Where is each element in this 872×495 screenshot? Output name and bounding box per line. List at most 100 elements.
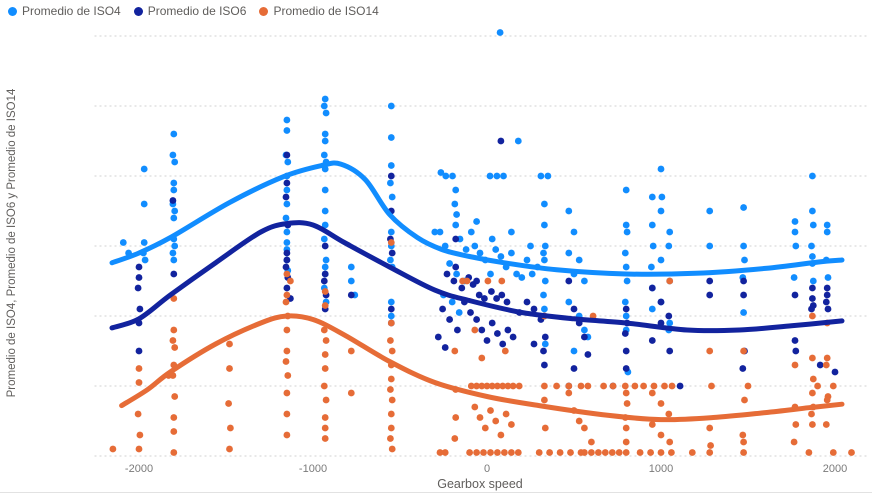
scatter-point[interactable] — [501, 449, 508, 456]
scatter-point[interactable] — [791, 228, 799, 236]
scatter-point[interactable] — [530, 340, 538, 348]
scatter-point[interactable] — [622, 449, 630, 456]
scatter-point[interactable] — [283, 151, 291, 159]
scatter-point[interactable] — [508, 249, 515, 257]
scatter-point[interactable] — [809, 421, 816, 428]
scatter-point[interactable] — [824, 305, 832, 313]
scatter-point[interactable] — [622, 365, 630, 372]
scatter-point[interactable] — [621, 382, 629, 390]
scatter-point[interactable] — [226, 365, 233, 372]
scatter-point[interactable] — [321, 263, 329, 271]
scatter-point[interactable] — [473, 449, 480, 456]
scatter-point[interactable] — [744, 382, 752, 390]
scatter-point[interactable] — [320, 277, 328, 285]
scatter-point[interactable] — [387, 410, 395, 418]
scatter-point[interactable] — [791, 218, 799, 225]
scatter-point[interactable] — [450, 277, 458, 285]
scatter-point[interactable] — [476, 414, 484, 421]
scatter-point[interactable] — [565, 382, 573, 390]
scatter-point[interactable] — [467, 382, 475, 390]
scatter-point[interactable] — [487, 449, 494, 456]
scatter-point[interactable] — [475, 291, 483, 299]
scatter-point[interactable] — [321, 365, 329, 372]
scatter-point[interactable] — [487, 407, 494, 414]
scatter-point[interactable] — [498, 277, 506, 285]
scatter-point[interactable] — [676, 382, 684, 390]
scatter-point[interactable] — [387, 239, 395, 246]
scatter-point[interactable] — [609, 382, 617, 390]
scatter-point[interactable] — [458, 284, 466, 292]
scatter-point[interactable] — [283, 347, 291, 355]
scatter-point[interactable] — [809, 284, 816, 292]
scatter-point[interactable] — [170, 130, 178, 138]
scatter-point[interactable] — [169, 337, 177, 344]
scatter-point[interactable] — [443, 270, 451, 278]
scatter-point[interactable] — [171, 207, 179, 215]
scatter-point[interactable] — [109, 445, 117, 453]
scatter-point[interactable] — [387, 162, 395, 169]
scatter-point[interactable] — [706, 291, 714, 299]
scatter-point[interactable] — [488, 382, 496, 390]
scatter-point[interactable] — [347, 291, 355, 299]
scatter-point[interactable] — [283, 270, 291, 278]
scatter-point[interactable] — [282, 214, 290, 222]
scatter-point[interactable] — [706, 207, 714, 215]
scatter-point[interactable] — [480, 449, 487, 456]
scatter-point[interactable] — [546, 449, 553, 456]
scatter-point[interactable] — [225, 400, 233, 407]
scatter-point[interactable] — [437, 169, 445, 176]
scatter-point[interactable] — [282, 358, 290, 365]
scatter-point[interactable] — [387, 134, 395, 141]
scatter-point[interactable] — [540, 249, 547, 257]
scatter-point[interactable] — [503, 298, 511, 306]
scatter-point[interactable] — [283, 431, 291, 439]
scatter-point[interactable] — [494, 382, 501, 390]
scatter-point[interactable] — [581, 326, 588, 334]
scatter-point[interactable] — [134, 284, 142, 292]
scatter-point[interactable] — [814, 382, 821, 390]
scatter-point[interactable] — [446, 316, 453, 323]
scatter-point[interactable] — [640, 382, 647, 390]
scatter-point[interactable] — [575, 256, 583, 264]
scatter-point[interactable] — [622, 389, 630, 397]
scatter-point[interactable] — [581, 333, 588, 341]
scatter-point[interactable] — [541, 333, 549, 341]
scatter-point[interactable] — [541, 396, 548, 404]
scatter-point[interactable] — [791, 337, 799, 344]
scatter-point[interactable] — [170, 428, 178, 435]
scatter-point[interactable] — [321, 414, 329, 421]
scatter-point[interactable] — [541, 256, 548, 264]
scatter-point[interactable] — [347, 347, 355, 355]
scatter-point[interactable] — [648, 305, 656, 313]
scatter-point[interactable] — [822, 421, 830, 428]
scatter-point[interactable] — [541, 424, 549, 432]
scatter-point[interactable] — [577, 382, 585, 390]
scatter-point[interactable] — [514, 449, 522, 456]
scatter-point[interactable] — [488, 235, 496, 243]
scatter-point[interactable] — [741, 396, 748, 404]
scatter-point[interactable] — [283, 249, 291, 257]
scatter-point[interactable] — [140, 239, 148, 246]
scatter-point[interactable] — [322, 109, 330, 117]
scatter-point[interactable] — [484, 277, 492, 285]
scatter-point[interactable] — [478, 326, 486, 334]
scatter-point[interactable] — [171, 393, 179, 400]
series-points-3[interactable] — [109, 239, 855, 456]
scatter-point[interactable] — [648, 421, 656, 428]
scatter-point[interactable] — [140, 200, 148, 208]
scatter-point[interactable] — [600, 382, 607, 390]
scatter-point[interactable] — [387, 172, 395, 180]
scatter-point[interactable] — [455, 309, 463, 316]
scatter-point[interactable] — [170, 295, 178, 302]
scatter-point[interactable] — [648, 221, 656, 229]
scatter-point[interactable] — [321, 186, 329, 194]
scatter-point[interactable] — [488, 319, 496, 327]
scatter-point[interactable] — [657, 165, 665, 173]
scatter-point[interactable] — [570, 228, 578, 236]
scatter-point[interactable] — [740, 277, 747, 285]
scatter-point[interactable] — [287, 277, 294, 285]
scatter-point[interactable] — [282, 298, 290, 306]
scatter-point[interactable] — [478, 354, 486, 362]
scatter-point[interactable] — [169, 151, 177, 159]
scatter-point[interactable] — [666, 277, 674, 285]
